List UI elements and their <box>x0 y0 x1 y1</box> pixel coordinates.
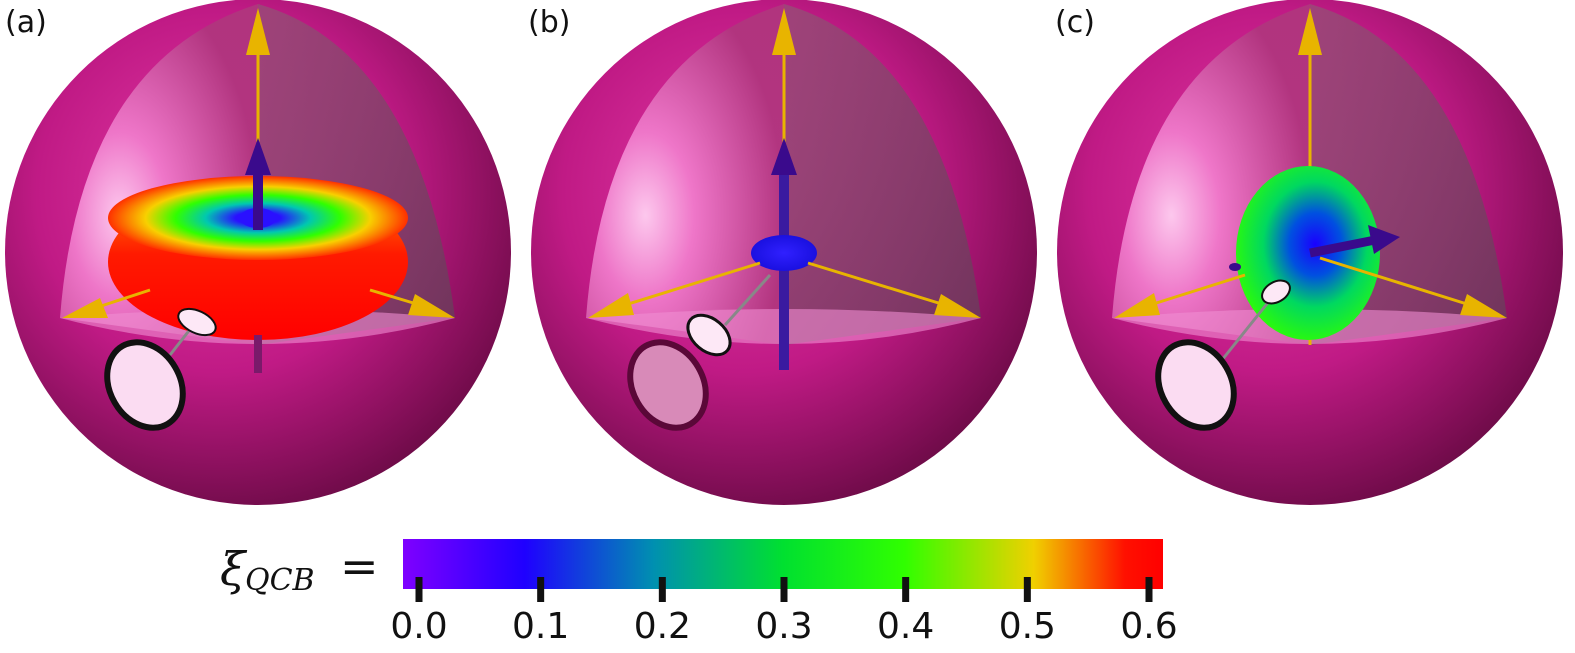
bloch-vector <box>1220 299 1272 361</box>
colorbar-tick-label: 0.0 <box>390 606 447 647</box>
colorbar-label: ξ QCB = <box>220 539 379 598</box>
colorbar-subscript: QCB <box>245 563 315 598</box>
colorbar-ticks: 0.0 0.1 0.2 0.3 0.4 0.5 0.6 <box>390 577 1178 647</box>
state-ellipse-inner <box>686 313 732 357</box>
panel-b <box>531 0 1037 505</box>
sphere-cutaway <box>586 4 784 345</box>
state-arrowhead <box>771 138 797 175</box>
colorbar-tick-label: 0.5 <box>999 606 1056 647</box>
colorbar-tick-label: 0.4 <box>877 606 934 647</box>
y-axis-arrow <box>1319 256 1471 307</box>
colorbar-tick-label: 0.2 <box>634 606 691 647</box>
colorbar-tick-mark <box>1145 577 1153 602</box>
state-ellipse-inner <box>1261 279 1291 305</box>
y-axis-arrowhead <box>934 294 981 318</box>
state-arrow-tail <box>1229 263 1241 271</box>
z-axis-arrowhead <box>772 8 796 55</box>
colorbar-symbol: ξ <box>220 542 248 596</box>
x-axis-arrow <box>624 261 761 307</box>
state-ellipse-outer <box>1155 339 1237 431</box>
x-axis-arrow <box>1149 273 1246 307</box>
z-axis-arrowhead <box>246 8 270 55</box>
colorbar-tick-label: 0.1 <box>512 606 569 647</box>
colorbar-tick-mark <box>658 577 666 602</box>
state-ellipse-outer <box>627 339 709 431</box>
panel-label-b: (b) <box>528 5 570 40</box>
state-ellipse-inner <box>177 307 217 337</box>
state-arrowhead <box>245 138 271 175</box>
z-axis-arrowhead <box>1298 8 1322 55</box>
colorbar-tick-mark <box>902 577 910 602</box>
bloch-vector <box>723 273 772 327</box>
colorbar-tick-mark <box>1023 577 1031 602</box>
state-arrowhead <box>1368 225 1400 254</box>
colorbar-equals: = <box>340 539 379 593</box>
state-arrow-below <box>254 335 262 373</box>
x-axis-arrowhead <box>1114 293 1160 318</box>
colorbar-tick-label: 0.3 <box>755 606 812 647</box>
panel-a <box>5 0 511 505</box>
x-axis-arrow <box>94 288 151 310</box>
x-axis-arrowhead <box>588 293 634 318</box>
y-axis-arrow <box>807 261 946 307</box>
colorbar-tick-mark <box>415 577 423 602</box>
x-axis-arrowhead <box>62 298 108 318</box>
colorbar-tick-mark <box>780 577 788 602</box>
y-axis-arrowhead <box>1460 294 1507 318</box>
y-axis-arrow <box>369 288 421 307</box>
state-arrow <box>253 160 263 230</box>
panel-label-c: (c) <box>1055 5 1095 40</box>
colorbar-tick-mark <box>537 577 545 602</box>
panel-c <box>1057 0 1563 505</box>
y-axis-arrowhead <box>408 294 455 318</box>
sphere-cutaway <box>784 4 981 345</box>
colorbar-tick-label: 0.6 <box>1120 606 1177 647</box>
small-disc-surface <box>751 235 817 271</box>
state-arrow <box>1309 235 1376 258</box>
panel-label-a: (a) <box>5 5 47 40</box>
state-ellipse-outer <box>104 339 186 431</box>
